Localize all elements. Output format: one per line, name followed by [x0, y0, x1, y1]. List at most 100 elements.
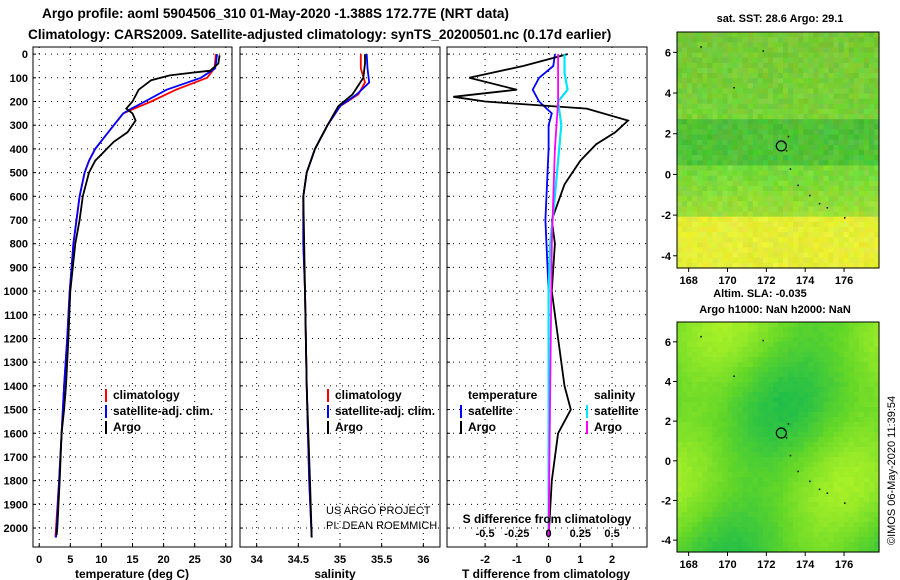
map-cell [722, 412, 729, 418]
map-cell [843, 257, 850, 264]
map-cell [778, 537, 784, 543]
map-cell [808, 537, 814, 543]
map-cell [863, 417, 870, 423]
map-cell [747, 170, 754, 177]
map-cell [737, 155, 744, 161]
map-cell [823, 196, 830, 202]
map-cell [874, 257, 880, 264]
map-cell [848, 502, 855, 508]
map-cell [752, 237, 759, 243]
sla-map-title: Altim. SLA: -0.035 [713, 288, 807, 300]
map-cell [803, 322, 809, 328]
map-cell [778, 507, 784, 513]
map-cell [868, 37, 875, 43]
map-cell [682, 185, 688, 192]
map-cell [868, 492, 875, 498]
map-cell [712, 109, 718, 115]
map-cell [773, 201, 779, 207]
map-cell [803, 527, 809, 533]
map-cell [798, 191, 804, 197]
map-cell [722, 377, 729, 383]
map-cell [742, 150, 749, 156]
map-cell [788, 32, 794, 38]
map-cell [682, 109, 688, 115]
map-cell [793, 98, 799, 105]
map-cell [717, 322, 723, 328]
map-cell [833, 502, 840, 508]
map-cell [848, 507, 855, 513]
map-cell [722, 83, 729, 89]
map-cell [818, 150, 824, 156]
map-cell [747, 372, 754, 378]
map-cell [853, 252, 860, 259]
map-cell [692, 67, 698, 74]
map-cell [813, 367, 819, 373]
map-cell [798, 517, 804, 523]
map-cell [687, 532, 693, 538]
map-cell [747, 201, 754, 207]
map-cell [773, 98, 779, 105]
map-cell [697, 221, 703, 228]
map-cell [843, 387, 850, 393]
map-cell [828, 332, 835, 338]
map-cell [788, 542, 794, 548]
map-cell [712, 37, 718, 43]
map-cell [798, 52, 804, 59]
map-cell [874, 467, 880, 473]
map-cell [868, 42, 875, 48]
map-cell [702, 206, 708, 213]
map-cell [737, 109, 744, 115]
map-cell [823, 377, 830, 383]
map-cell [783, 180, 789, 187]
map-cell [833, 387, 840, 393]
map-cell [692, 165, 698, 172]
map-cell [803, 211, 809, 218]
map-cell [838, 362, 845, 368]
map-cell [707, 412, 713, 418]
map-cell [737, 180, 744, 187]
map-cell [727, 196, 734, 202]
map-cell [687, 262, 693, 269]
map-cell [747, 492, 754, 498]
map-cell [828, 492, 835, 498]
map-cell [858, 160, 865, 166]
map-cell [762, 109, 769, 115]
map-cell [727, 407, 734, 413]
map-cell [722, 417, 729, 423]
map-cell [707, 357, 713, 363]
map-cell [757, 512, 764, 518]
map-cell [808, 73, 814, 79]
map-cell [868, 191, 875, 197]
map-cell [808, 103, 814, 110]
map-cell [752, 382, 759, 388]
map-cell [853, 372, 860, 378]
map-cell [727, 457, 734, 463]
map-cell [747, 352, 754, 358]
map-cell [687, 417, 693, 423]
map-cell [808, 144, 814, 151]
map-y-tick-label: -2 [661, 495, 671, 507]
map-cell [727, 367, 734, 373]
map-cell [833, 332, 840, 338]
legend-label-satellite: satellite-adj. clim. [113, 404, 213, 418]
map-cell [732, 211, 739, 218]
map-cell [737, 547, 744, 553]
map-cell [783, 262, 789, 269]
map-cell [868, 32, 875, 38]
map-cell [874, 129, 880, 136]
map-cell [737, 347, 744, 353]
map-cell [682, 124, 688, 130]
map-cell [727, 417, 734, 423]
map-cell [762, 83, 769, 89]
map-cell [868, 114, 875, 120]
map-cell [712, 98, 718, 105]
map-cell [732, 327, 739, 333]
map-cell [692, 232, 698, 238]
map-cell [863, 397, 870, 403]
map-cell [697, 462, 703, 468]
map-cell [843, 502, 850, 508]
depth-tick-label: 1000 [4, 286, 28, 298]
map-cell [742, 422, 749, 428]
map-cell [687, 392, 693, 398]
map-cell [813, 196, 819, 202]
